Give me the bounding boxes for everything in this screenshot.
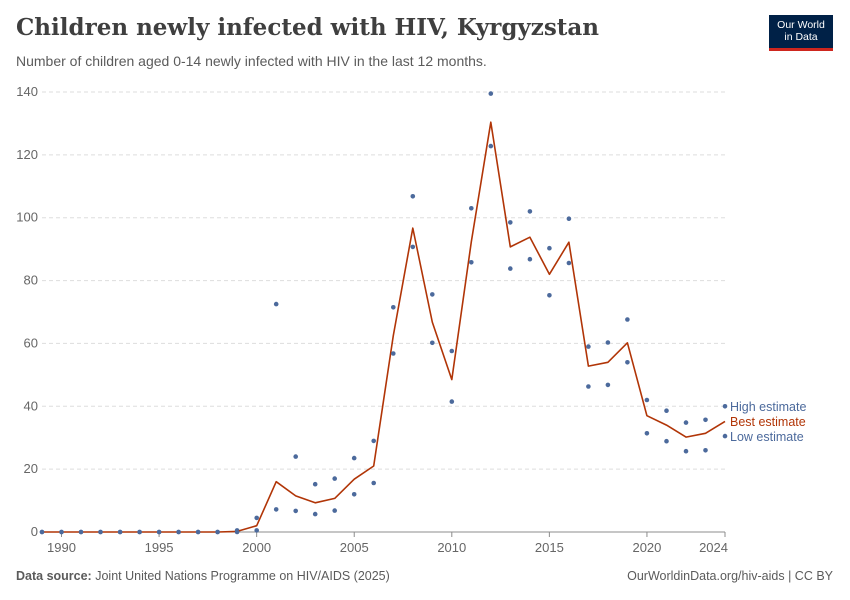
low-estimate-point (117, 529, 123, 535)
high-estimate-point (527, 209, 533, 214)
low-estimate-point (508, 266, 513, 271)
low-estimate-point (351, 492, 357, 497)
y-tick-label: 20 (24, 461, 38, 476)
low-estimate-point (430, 340, 435, 346)
low-estimate-point (488, 143, 494, 149)
high-estimate-point (273, 301, 279, 307)
legend-best-estimate: Best estimate (730, 415, 806, 429)
low-estimate-point (215, 529, 220, 535)
x-tick-label: 2020 (632, 540, 661, 555)
data-source: Data source: Joint United Nations Progra… (16, 569, 390, 583)
high-estimate-point (547, 245, 552, 251)
low-estimate-point (39, 529, 45, 535)
x-tick-label: 2005 (340, 540, 369, 555)
legend-low-estimate: Low estimate (730, 430, 804, 444)
y-tick-label: 80 (24, 273, 38, 288)
low-estimate-point (566, 260, 572, 266)
low-estimate-point (391, 351, 396, 356)
x-tick-label: 1990 (47, 540, 76, 555)
y-tick-label: 0 (31, 524, 38, 539)
low-estimate-point (137, 529, 142, 535)
high-estimate-point (605, 340, 611, 345)
x-tick-label: 2000 (242, 540, 271, 555)
low-estimate-point (312, 511, 318, 517)
high-estimate-point (566, 216, 572, 221)
low-estimate-point (664, 438, 669, 444)
data-source-label: Data source: (16, 569, 92, 583)
high-estimate-point (722, 404, 728, 409)
high-estimate-point (488, 91, 494, 96)
high-estimate-point (391, 305, 396, 310)
low-estimate-point (547, 293, 552, 298)
low-estimate-point (605, 382, 611, 388)
high-estimate-point (410, 194, 416, 199)
high-estimate-point (371, 438, 377, 444)
low-estimate-point (586, 384, 591, 389)
high-estimate-point (293, 454, 299, 459)
low-estimate-point (683, 448, 689, 454)
low-estimate-point (234, 529, 240, 535)
low-estimate-point (98, 529, 103, 535)
high-estimate-point (312, 481, 318, 487)
high-estimate-point (254, 515, 259, 521)
high-estimate-point (683, 420, 689, 425)
high-estimate-point (625, 317, 630, 322)
low-estimate-point (293, 508, 299, 514)
high-estimate-point (586, 344, 591, 349)
low-estimate-point (254, 528, 259, 533)
low-estimate-point (371, 480, 377, 486)
low-estimate-point (195, 529, 201, 535)
low-estimate-point (703, 448, 708, 453)
chart-subtitle: Number of children aged 0-14 newly infec… (16, 53, 487, 69)
logo-line-2: in Data (784, 31, 818, 43)
y-tick-label: 60 (24, 335, 38, 350)
x-tick-label: 2010 (437, 540, 466, 555)
low-estimate-point (332, 508, 338, 513)
high-estimate-point (664, 408, 669, 414)
logo-line-1: Our World (777, 19, 825, 31)
best-estimate-line (42, 121, 726, 533)
y-tick-label: 140 (16, 84, 38, 99)
low-estimate-point (449, 399, 455, 404)
chart-title: Children newly infected with HIV, Kyrgyz… (16, 14, 600, 41)
high-estimate-point (703, 417, 708, 423)
low-estimate-point (527, 256, 533, 262)
owid-logo[interactable]: Our World in Data (769, 15, 833, 51)
high-estimate-point (332, 476, 338, 481)
high-estimate-point (644, 397, 650, 403)
low-estimate-point (59, 529, 64, 535)
low-estimate-point (156, 529, 162, 535)
low-estimate-point (722, 433, 728, 439)
high-estimate-point (469, 206, 474, 211)
high-estimate-point (449, 348, 455, 354)
high-estimate-point (430, 292, 435, 297)
low-estimate-point (273, 507, 279, 512)
y-tick-label: 40 (24, 398, 38, 413)
low-estimate-point (644, 431, 650, 436)
high-estimate-point (508, 220, 513, 225)
low-estimate-point (176, 529, 181, 535)
x-tick-label: 1995 (145, 540, 174, 555)
low-estimate-point (78, 529, 84, 535)
high-estimate-point (351, 455, 357, 461)
low-estimate-point (625, 360, 630, 365)
low-estimate-point (469, 260, 474, 265)
data-source-text[interactable]: Joint United Nations Programme on HIV/AI… (95, 569, 390, 583)
legend-high-estimate: High estimate (730, 400, 806, 414)
x-tick-label: 2024 (699, 540, 728, 555)
x-tick-label: 2015 (535, 540, 564, 555)
low-estimate-point (410, 244, 416, 250)
footer-link[interactable]: OurWorldinData.org/hiv-aids | CC BY (627, 569, 833, 583)
y-tick-label: 120 (16, 147, 38, 162)
y-tick-label: 100 (16, 210, 38, 225)
